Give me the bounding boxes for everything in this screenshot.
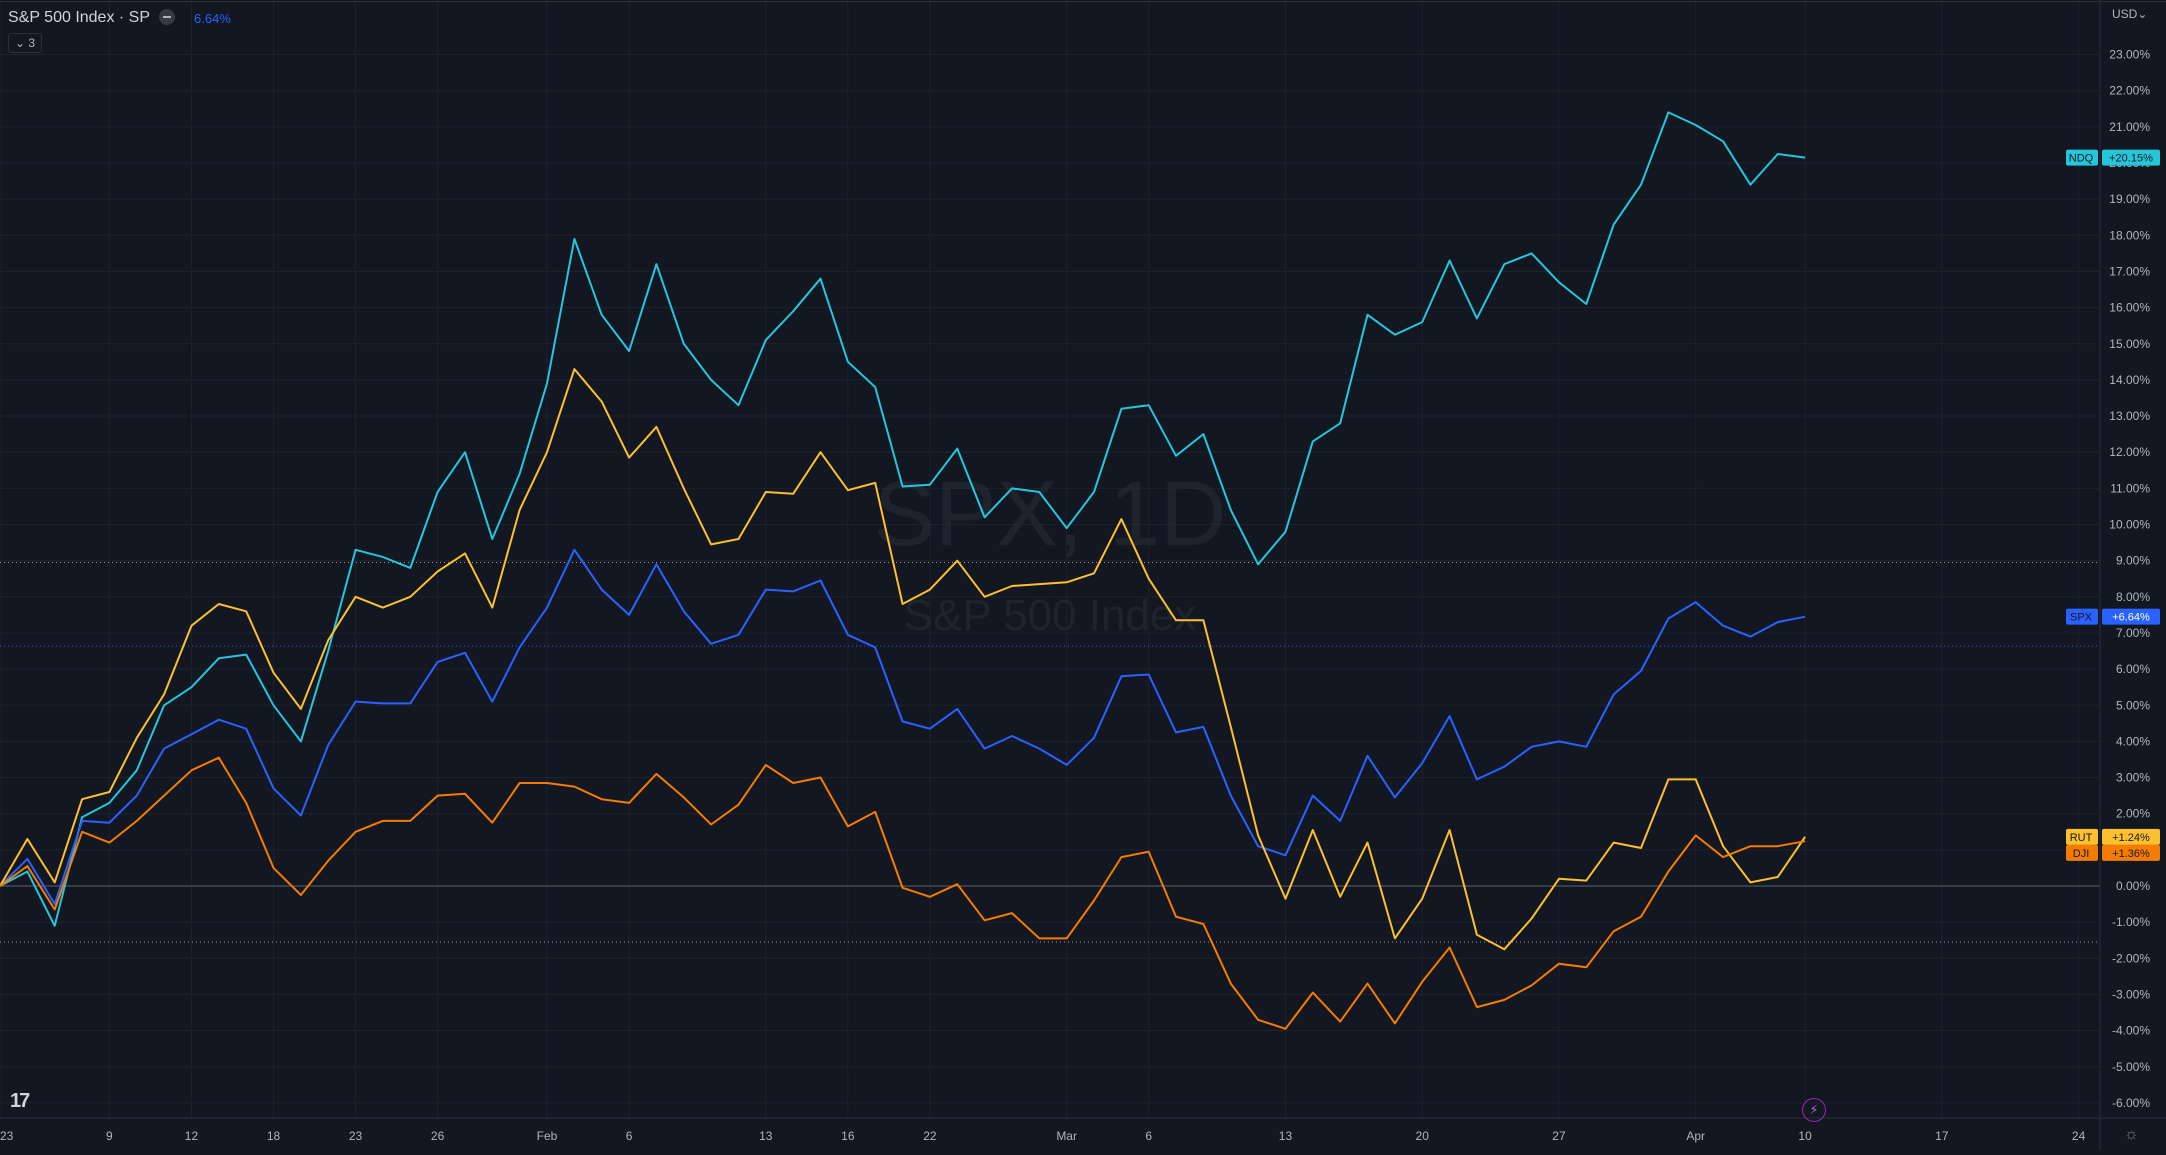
gear-icon[interactable]: ☼ — [2124, 1126, 2139, 1143]
y-tick-label: 7.00% — [2116, 626, 2150, 640]
y-tick-label: 13.00% — [2109, 409, 2150, 423]
x-tick-label: 20 — [1416, 1129, 1430, 1143]
y-tick-label: 22.00% — [2109, 84, 2150, 98]
badge-value-bg — [2102, 844, 2160, 861]
x-tick-label: 18 — [267, 1129, 281, 1143]
badge-label-bg — [2066, 608, 2098, 625]
y-tick-label: 21.00% — [2109, 120, 2150, 134]
price-badge-ndq: NDQ +20.15% — [2066, 149, 2160, 166]
price-badge-dji: DJI +1.36% — [2066, 844, 2160, 861]
x-tick-label: 13 — [759, 1129, 773, 1143]
price-badge-spx: SPX +6.64% — [2066, 608, 2160, 625]
x-tick-label: 6 — [626, 1129, 633, 1143]
badge-series-name: SPX — [2070, 612, 2093, 624]
legend-visibility-toggle-icon[interactable] — [159, 9, 175, 25]
y-tick-label: 9.00% — [2116, 554, 2150, 568]
y-tick-label: 6.00% — [2116, 662, 2150, 676]
badge-label-bg — [2066, 149, 2098, 166]
x-tick-label: 13 — [1279, 1129, 1293, 1143]
currency-label: USD — [2112, 7, 2138, 21]
x-tick-label: Feb — [537, 1129, 558, 1143]
currency-selector[interactable]: USD⌄ — [2112, 7, 2147, 21]
badge-series-name: RUT — [2070, 832, 2093, 844]
chevron-down-icon: ⌄ — [15, 36, 29, 50]
y-tick-label: -1.00% — [2112, 915, 2150, 929]
badge-value-bg — [2102, 149, 2160, 166]
y-tick-label: 0.00% — [2116, 879, 2150, 893]
badge-label-bg — [2066, 828, 2098, 845]
y-tick-label: 16.00% — [2109, 301, 2150, 315]
x-tick-label: 26 — [431, 1129, 445, 1143]
y-tick-label: 8.00% — [2116, 590, 2150, 604]
legend-symbol-title[interactable]: S&P 500 Index · SP — [8, 9, 151, 26]
badge-value: +1.36% — [2112, 848, 2150, 860]
y-tick-label: -4.00% — [2112, 1024, 2150, 1038]
y-tick-label: 5.00% — [2116, 698, 2150, 712]
x-tick-label: 9 — [106, 1129, 113, 1143]
x-tick-label: 17 — [1935, 1129, 1949, 1143]
legend-current-value: 6.64% — [194, 11, 231, 26]
badge-series-name: DJI — [2073, 848, 2090, 860]
badge-label-bg — [2066, 844, 2098, 861]
x-tick-label: 16 — [841, 1129, 855, 1143]
x-tick-label: 22 — [923, 1129, 937, 1143]
y-tick-label: -5.00% — [2112, 1060, 2150, 1074]
y-tick-label: -3.00% — [2112, 987, 2150, 1001]
series-line-ndq — [0, 111, 1806, 927]
y-tick-label: 4.00% — [2116, 734, 2150, 748]
badge-value-bg — [2102, 828, 2160, 845]
y-tick-label: 12.00% — [2109, 445, 2150, 459]
legend-collapse-button[interactable]: ⌄ 3 — [8, 33, 43, 53]
series-line-spx — [0, 548, 1806, 906]
y-tick-label: 17.00% — [2109, 264, 2150, 278]
y-tick-label: -6.00% — [2112, 1096, 2150, 1110]
y-tick-label: 10.00% — [2109, 518, 2150, 532]
price-badge-rut: RUT +1.24% — [2066, 828, 2160, 845]
y-tick-label: 19.00% — [2109, 192, 2150, 206]
lightning-icon[interactable]: ⚡ — [1802, 1098, 1826, 1122]
x-tick-label: Apr — [1686, 1129, 1705, 1143]
y-tick-label: 18.00% — [2109, 228, 2150, 242]
watermark-name: S&P 500 Index — [904, 591, 1197, 640]
badge-series-name: NDQ — [2069, 153, 2094, 165]
series-line-dji — [0, 756, 1806, 1030]
watermark-symbol: SPX, 1D — [874, 463, 1227, 565]
legend-series-count: 3 — [28, 36, 36, 50]
y-tick-label: 2.00% — [2116, 807, 2150, 821]
x-tick-label: 10 — [1798, 1129, 1812, 1143]
badge-value-bg — [2102, 608, 2160, 625]
x-tick-label: Mar — [1056, 1129, 1077, 1143]
tradingview-logo-icon[interactable]: 17 — [10, 1090, 30, 1112]
y-tick-label: 3.00% — [2116, 771, 2150, 785]
chevron-down-icon: ⌄ — [2137, 7, 2148, 21]
y-tick-label: -2.00% — [2112, 951, 2150, 965]
y-tick-label: 15.00% — [2109, 337, 2150, 351]
y-tick-label: 23.00% — [2109, 48, 2150, 62]
y-tick-label: 14.00% — [2109, 373, 2150, 387]
x-tick-label: 24 — [2072, 1129, 2086, 1143]
series-line-rut — [0, 368, 1806, 951]
x-tick-label: 23 — [0, 1129, 14, 1143]
y-tick-label: 11.00% — [2110, 481, 2150, 495]
badge-value: +1.24% — [2112, 832, 2150, 844]
x-tick-label: 27 — [1552, 1129, 1566, 1143]
badge-value: +6.64% — [2112, 612, 2150, 624]
x-tick-label: 6 — [1145, 1129, 1152, 1143]
x-tick-label: 12 — [185, 1129, 199, 1143]
x-tick-label: 23 — [349, 1129, 363, 1143]
badge-value: +20.15% — [2109, 153, 2153, 165]
